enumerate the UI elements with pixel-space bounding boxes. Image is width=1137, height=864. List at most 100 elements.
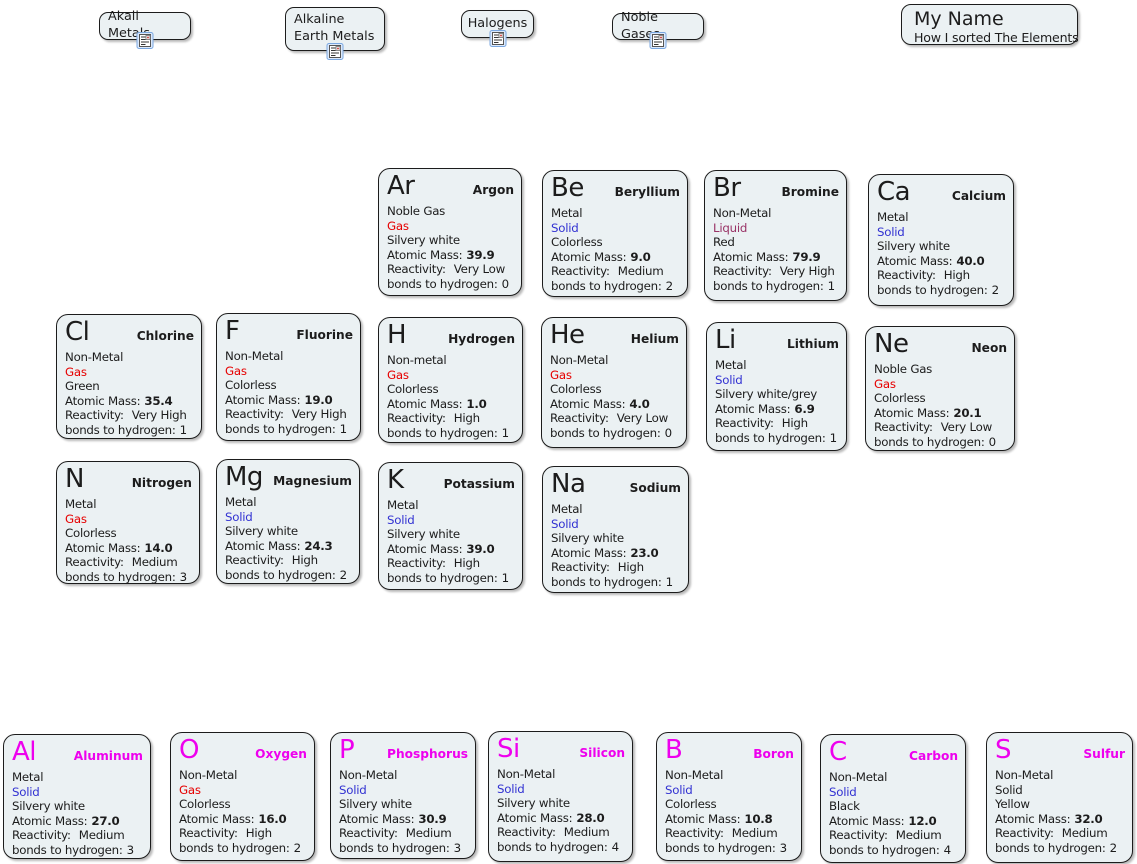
bonds-value: 2: [991, 282, 1000, 297]
element-category: Non-Metal: [829, 770, 888, 784]
reactivity-row: Reactivity: High: [715, 416, 842, 431]
element-symbol: Al: [12, 737, 37, 767]
element-card[interactable]: O Oxygen Non-Metal Gas Colorless Atomic …: [170, 732, 315, 861]
element-card[interactable]: K Potassium Metal Solid Silvery white At…: [378, 462, 523, 590]
atomic-mass-label: Atomic Mass:: [387, 396, 463, 411]
category-label: Halogens: [467, 15, 528, 31]
element-color: Green: [65, 379, 100, 394]
atomic-mass-label: Atomic Mass:: [179, 811, 255, 826]
element-card[interactable]: Ar Argon Noble Gas Gas Silvery white Ato…: [378, 168, 522, 296]
element-color: Silvery white: [877, 239, 950, 254]
category-node[interactable]: Alkaline Earth Metals: [285, 7, 385, 60]
element-card[interactable]: He Helium Non-Metal Gas Colorless Atomic…: [541, 317, 687, 448]
atomic-mass-value: 39.9: [466, 247, 495, 262]
atomic-mass-value: 4.0: [629, 396, 650, 411]
atomic-mass-row: Atomic Mass: 14.0: [65, 541, 195, 556]
bonds-value: 0: [664, 425, 673, 440]
element-card[interactable]: P Phosphorus Non-Metal Solid Silvery whi…: [330, 732, 476, 859]
atomic-mass-label: Atomic Mass:: [874, 405, 950, 420]
atomic-mass-label: Atomic Mass:: [387, 541, 463, 556]
element-card[interactable]: S Sulfur Non-Metal Solid Yellow Atomic M…: [986, 732, 1133, 863]
element-name: Beryllium: [614, 185, 680, 199]
element-card[interactable]: Al Aluminum Metal Solid Silvery white At…: [3, 734, 151, 859]
element-color: Silvery white: [339, 797, 412, 812]
page-subtitle: How I sorted The Elements: [914, 30, 1079, 45]
element-name: Potassium: [443, 477, 515, 491]
element-category: Non-Metal: [339, 768, 398, 782]
atomic-mass-value: 12.0: [908, 813, 937, 828]
element-symbol: H: [387, 320, 407, 350]
bonds-value: 1: [665, 574, 674, 589]
reactivity-row: Reactivity: High: [179, 826, 310, 841]
bonds-label: bonds to hydrogen:: [65, 569, 176, 584]
reactivity-value: Medium: [78, 828, 125, 843]
reactivity-row: Reactivity: High: [225, 553, 355, 568]
element-card[interactable]: Be Beryllium Metal Solid Colorless Atomi…: [542, 170, 688, 297]
category-node[interactable]: Noble Gases: [612, 10, 704, 49]
element-symbol: Si: [497, 734, 520, 764]
element-card[interactable]: Cl Chlorine Non-Metal Gas Green Atomic M…: [56, 314, 202, 439]
element-card[interactable]: B Boron Non-Metal Solid Colorless Atomic…: [656, 732, 802, 861]
element-name: Helium: [630, 332, 679, 346]
element-name: Neon: [971, 341, 1007, 355]
atomic-mass-row: Atomic Mass: 39.0: [387, 542, 518, 557]
note-image-icon[interactable]: [326, 43, 344, 60]
bonds-label: bonds to hydrogen:: [829, 842, 940, 857]
element-category: Metal: [65, 497, 97, 511]
note-image-icon[interactable]: [489, 30, 506, 47]
element-card[interactable]: Si Silicon Non-Metal Solid Silvery white…: [488, 731, 633, 862]
bonds-row: bonds to hydrogen: 3: [65, 570, 195, 585]
atomic-mass-label: Atomic Mass:: [65, 393, 141, 408]
element-card[interactable]: C Carbon Non-Metal Solid Black Atomic Ma…: [820, 734, 966, 863]
atomic-mass-row: Atomic Mass: 27.0: [12, 814, 146, 829]
element-card[interactable]: H Hydrogen Non-metal Gas Colorless Atomi…: [378, 317, 523, 443]
reactivity-value: Very High: [291, 407, 347, 422]
atomic-mass-label: Atomic Mass:: [497, 810, 573, 825]
title-node[interactable]: My Name How I sorted The Elements: [901, 4, 1079, 45]
reactivity-row: Reactivity: Very Low: [387, 262, 517, 277]
element-card[interactable]: Na Sodium Metal Solid Silvery white Atom…: [542, 466, 689, 593]
bonds-row: bonds to hydrogen: 4: [829, 843, 961, 858]
element-card[interactable]: Ne Neon Noble Gas Gas Colorless Atomic M…: [865, 326, 1015, 451]
note-image-icon[interactable]: [136, 32, 154, 49]
atomic-mass-label: Atomic Mass:: [877, 253, 953, 268]
element-name: Carbon: [909, 749, 958, 763]
bonds-value: 3: [126, 842, 135, 857]
atomic-mass-row: Atomic Mass: 32.0: [995, 812, 1128, 827]
element-category: Metal: [715, 358, 747, 372]
bonds-row: bonds to hydrogen: 1: [713, 279, 842, 294]
element-name: Boron: [753, 747, 794, 761]
element-category: Noble Gas: [387, 204, 446, 218]
element-color: Colorless: [387, 382, 439, 397]
element-card[interactable]: Li Lithium Metal Solid Silvery white/gre…: [706, 322, 847, 451]
element-card[interactable]: Ca Calcium Metal Solid Silvery white Ato…: [868, 174, 1014, 306]
category-node[interactable]: Halogens: [461, 10, 534, 47]
element-card[interactable]: Mg Magnesium Metal Solid Silvery white A…: [216, 459, 360, 584]
note-image-icon[interactable]: [649, 32, 667, 49]
reactivity-value: High: [453, 411, 480, 426]
reactivity-label: Reactivity:: [387, 411, 446, 426]
element-state: Solid: [995, 782, 1023, 797]
category-node[interactable]: Akali Metals: [99, 9, 191, 49]
atomic-mass-row: Atomic Mass: 19.0: [225, 393, 356, 408]
bonds-row: bonds to hydrogen: 2: [225, 568, 355, 583]
element-card[interactable]: N Nitrogen Metal Gas Colorless Atomic Ma…: [56, 461, 200, 584]
element-color: Colorless: [665, 797, 717, 812]
atomic-mass-value: 28.0: [576, 810, 605, 825]
reactivity-label: Reactivity:: [877, 268, 936, 283]
element-symbol: F: [225, 316, 240, 346]
reactivity-value: Medium: [617, 264, 664, 279]
atomic-mass-row: Atomic Mass: 9.0: [551, 250, 683, 265]
reactivity-label: Reactivity:: [387, 556, 446, 571]
bonds-value: 1: [829, 430, 838, 445]
element-category: Noble Gas: [874, 362, 933, 376]
bonds-value: 1: [179, 422, 188, 437]
element-card[interactable]: F Fluorine Non-Metal Gas Colorless Atomi…: [216, 313, 361, 441]
element-card[interactable]: Br Bromine Non-Metal Liquid Red Atomic M…: [704, 170, 847, 301]
element-name: Calcium: [951, 189, 1006, 203]
element-symbol: Be: [551, 173, 584, 203]
reactivity-row: Reactivity: Very Low: [550, 411, 682, 426]
reactivity-value: Medium: [1061, 826, 1108, 841]
reactivity-label: Reactivity:: [551, 560, 610, 575]
atomic-mass-value: 27.0: [91, 813, 120, 828]
